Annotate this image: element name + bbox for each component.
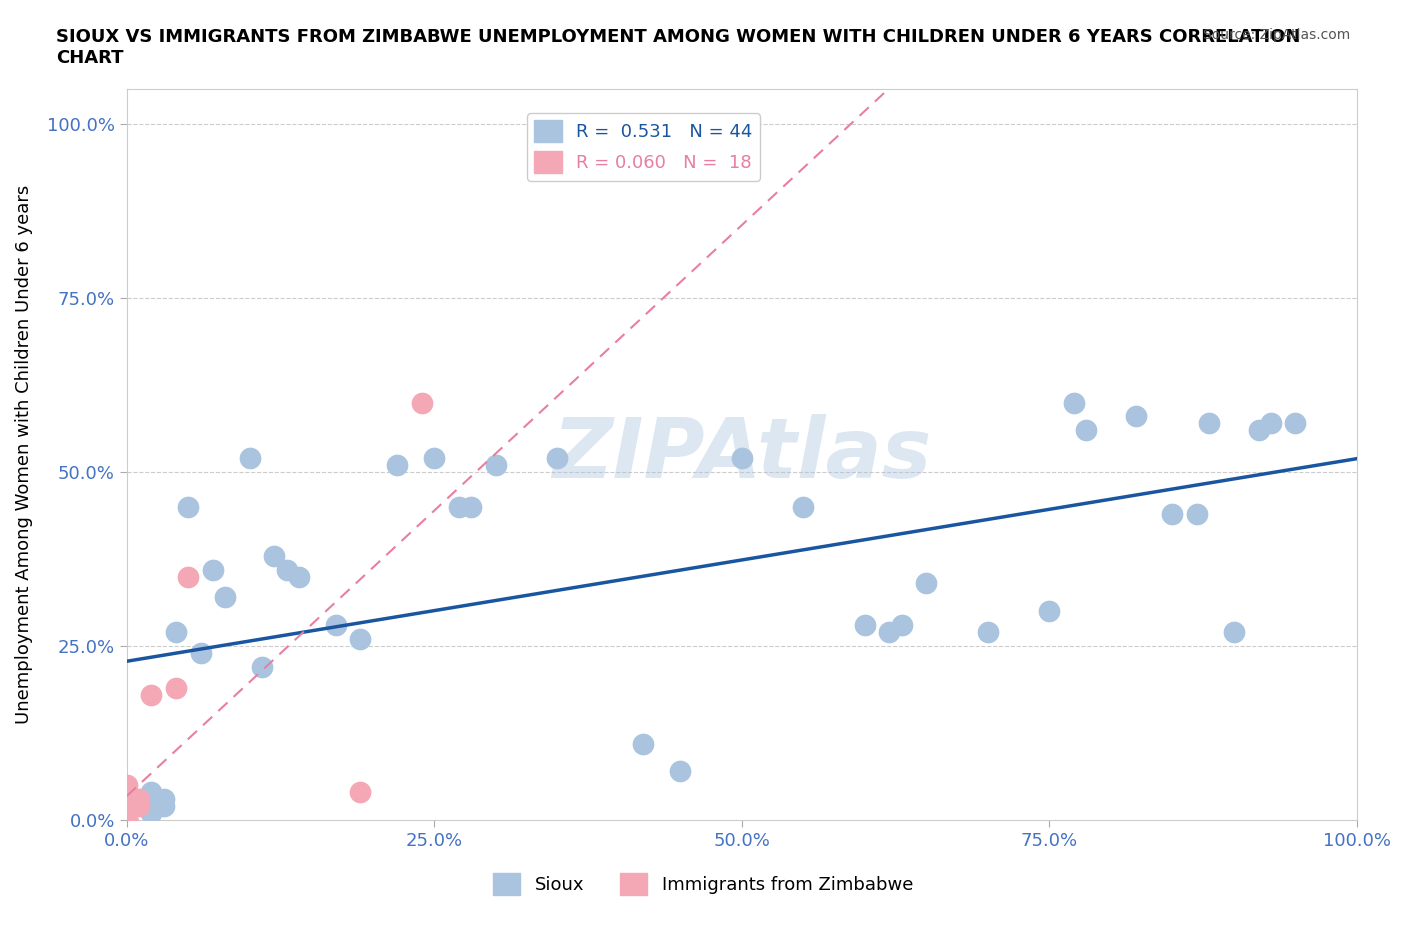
Point bbox=[214, 590, 236, 604]
Point bbox=[201, 562, 224, 577]
Point bbox=[177, 569, 200, 584]
Point bbox=[115, 813, 138, 828]
Legend: R =  0.531   N = 44, R = 0.060   N =  18: R = 0.531 N = 44, R = 0.060 N = 18 bbox=[527, 113, 759, 180]
Point bbox=[1125, 409, 1147, 424]
Point bbox=[1185, 507, 1208, 522]
Point bbox=[288, 569, 311, 584]
Point bbox=[115, 785, 138, 800]
Point bbox=[141, 785, 163, 800]
Point bbox=[115, 813, 138, 828]
Point bbox=[915, 576, 938, 591]
Point bbox=[349, 631, 371, 646]
Point bbox=[460, 499, 482, 514]
Point bbox=[115, 805, 138, 820]
Point bbox=[325, 618, 347, 632]
Point bbox=[1038, 604, 1060, 618]
Point bbox=[165, 625, 187, 640]
Point bbox=[853, 618, 876, 632]
Point bbox=[152, 791, 174, 806]
Point bbox=[447, 499, 470, 514]
Point bbox=[792, 499, 814, 514]
Point bbox=[1223, 625, 1246, 640]
Point bbox=[115, 813, 138, 828]
Legend: Sioux, Immigrants from Zimbabwe: Sioux, Immigrants from Zimbabwe bbox=[485, 866, 921, 902]
Text: ZIPAtlas: ZIPAtlas bbox=[553, 414, 932, 496]
Point bbox=[485, 458, 508, 472]
Point bbox=[115, 777, 138, 792]
Point bbox=[141, 687, 163, 702]
Point bbox=[879, 625, 901, 640]
Point bbox=[1161, 507, 1184, 522]
Point bbox=[1247, 423, 1270, 438]
Point bbox=[411, 395, 433, 410]
Point bbox=[423, 451, 446, 466]
Point bbox=[115, 805, 138, 820]
Point bbox=[1198, 416, 1220, 431]
Point bbox=[349, 785, 371, 800]
Y-axis label: Unemployment Among Women with Children Under 6 years: Unemployment Among Women with Children U… bbox=[15, 185, 32, 724]
Point bbox=[1063, 395, 1085, 410]
Point bbox=[152, 799, 174, 814]
Point bbox=[890, 618, 912, 632]
Point bbox=[276, 562, 298, 577]
Point bbox=[263, 548, 285, 563]
Point bbox=[633, 737, 655, 751]
Point bbox=[239, 451, 262, 466]
Point bbox=[115, 813, 138, 828]
Point bbox=[141, 805, 163, 820]
Point bbox=[177, 499, 200, 514]
Point bbox=[115, 813, 138, 828]
Point bbox=[1260, 416, 1282, 431]
Text: SIOUX VS IMMIGRANTS FROM ZIMBABWE UNEMPLOYMENT AMONG WOMEN WITH CHILDREN UNDER 6: SIOUX VS IMMIGRANTS FROM ZIMBABWE UNEMPL… bbox=[56, 28, 1301, 67]
Point bbox=[128, 791, 150, 806]
Point bbox=[669, 764, 692, 778]
Point bbox=[128, 799, 150, 814]
Text: Source: ZipAtlas.com: Source: ZipAtlas.com bbox=[1202, 28, 1350, 42]
Point bbox=[546, 451, 568, 466]
Point bbox=[977, 625, 1000, 640]
Point bbox=[387, 458, 409, 472]
Point bbox=[141, 791, 163, 806]
Point bbox=[1284, 416, 1306, 431]
Point bbox=[190, 645, 212, 660]
Point bbox=[250, 659, 273, 674]
Point bbox=[115, 799, 138, 814]
Point bbox=[115, 813, 138, 828]
Point bbox=[141, 799, 163, 814]
Point bbox=[1076, 423, 1098, 438]
Point bbox=[165, 681, 187, 696]
Point bbox=[731, 451, 754, 466]
